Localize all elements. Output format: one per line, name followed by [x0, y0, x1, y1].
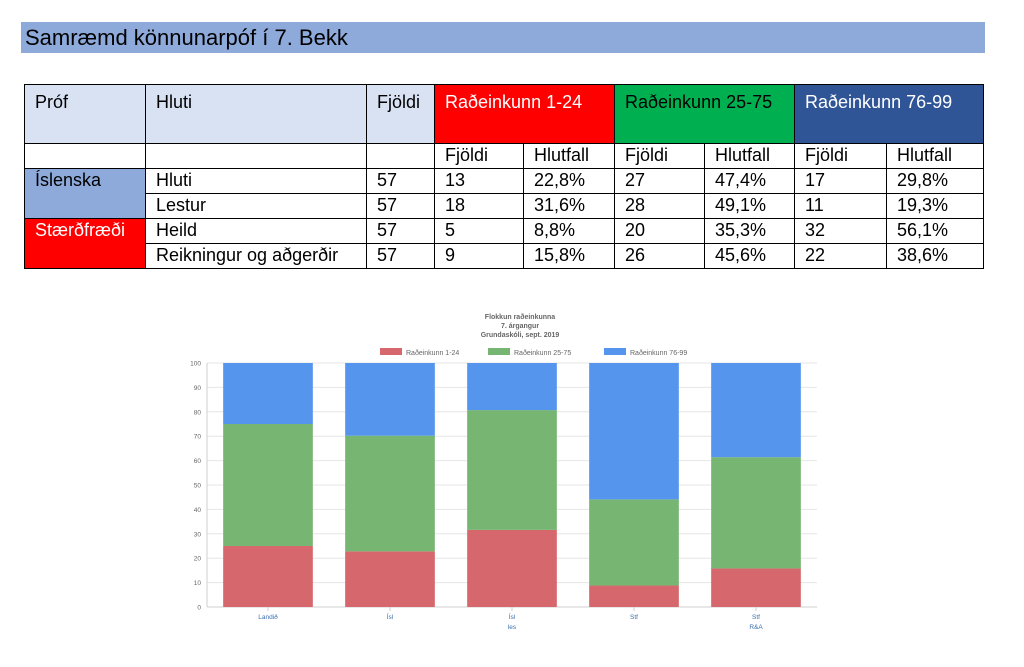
bar-segment	[711, 363, 801, 458]
title-bar: Samræmd könnunarpóf í 7. Bekk	[21, 22, 985, 53]
subheader-empty	[145, 143, 367, 169]
header-hluti: Hluti	[145, 84, 367, 144]
chart-title-line: Flokkun raðeinkunna	[485, 313, 556, 321]
row-g1-count: 5	[434, 218, 524, 244]
row-fjoldi: 57	[366, 193, 435, 219]
bar-segment	[223, 363, 313, 424]
x-tick-label: les	[508, 624, 517, 631]
subheader-empty	[24, 143, 146, 169]
row-g3-percent: 19,3%	[886, 193, 985, 219]
row-g2-count: 20	[614, 218, 706, 244]
legend-label: Raðeinkunn 25-75	[514, 349, 571, 357]
row-hluti: Hluti	[145, 168, 367, 194]
row-fjoldi: 57	[366, 243, 435, 269]
results-table: Próf Hluti Fjöldi Raðeinkunn 1-24 Raðein…	[24, 84, 985, 269]
bar-segment	[223, 424, 313, 546]
row-fjoldi: 57	[366, 168, 435, 194]
legend-swatch	[488, 348, 510, 355]
y-tick-label: 20	[194, 556, 202, 563]
row-g1-count: 18	[434, 193, 524, 219]
bar-segment	[345, 435, 435, 552]
row-g3-count: 11	[794, 193, 888, 219]
row-g1-count: 9	[434, 243, 524, 269]
bar-segment	[467, 529, 557, 607]
x-tick-label: R&A	[749, 624, 763, 631]
x-tick-label: Ísl	[509, 612, 516, 621]
y-tick-label: 90	[194, 385, 202, 392]
row-g3-count: 32	[794, 218, 888, 244]
bar-segment	[467, 363, 557, 411]
row-g1-percent: 22,8%	[522, 168, 616, 194]
row-g2-count: 28	[614, 193, 706, 219]
header-prof: Próf	[24, 84, 146, 144]
y-tick-label: 60	[194, 458, 202, 465]
legend-label: Raðeinkunn 76-99	[630, 349, 687, 357]
row-fjoldi: 57	[366, 218, 435, 244]
subheader-empty	[366, 143, 435, 169]
chart-title-line: 7. árgangur	[501, 323, 539, 330]
row-hluti: Heild	[145, 218, 367, 244]
row-g2-percent: 35,3%	[704, 218, 796, 244]
bar-segment	[345, 363, 435, 436]
header-group-1-24: Raðeinkunn 1-24	[433, 84, 616, 144]
row-g1-percent: 8,8%	[522, 218, 616, 244]
y-tick-label: 70	[194, 434, 202, 441]
header-group-76-99: Raðeinkunn 76-99	[794, 84, 985, 144]
x-tick-label: Landið	[258, 613, 278, 621]
subheader-hlutfall: Hlutfall	[704, 143, 796, 169]
chart-title-line: Grundaskóli, sept. 2019	[481, 332, 560, 339]
header-group-25-75: Raðeinkunn 25-75	[614, 84, 796, 144]
subject-staerdfraedi: Stærðfræði	[24, 218, 146, 269]
row-g3-percent: 38,6%	[886, 243, 985, 269]
row-g2-count: 27	[614, 168, 706, 194]
y-tick-label: 50	[194, 483, 202, 490]
x-tick-label: Stf	[752, 614, 760, 621]
y-tick-label: 10	[194, 580, 202, 587]
row-g1-percent: 15,8%	[522, 243, 616, 269]
bar-segment	[589, 585, 679, 607]
row-g3-count: 22	[794, 243, 888, 269]
y-tick-label: 40	[194, 507, 202, 514]
subheader-hlutfall: Hlutfall	[522, 143, 616, 169]
subheader-fjoldi: Fjöldi	[794, 143, 888, 169]
row-g2-percent: 45,6%	[704, 243, 796, 269]
row-g3-percent: 29,8%	[886, 168, 985, 194]
subheader-fjoldi: Fjöldi	[434, 143, 524, 169]
bar-segment	[711, 568, 801, 607]
header-fjoldi: Fjöldi	[366, 84, 435, 144]
subheader-fjoldi: Fjöldi	[614, 143, 706, 169]
row-hluti: Reikningur og aðgerðir	[145, 243, 367, 269]
page-title: Samræmd könnunarpóf í 7. Bekk	[25, 25, 348, 50]
y-tick-label: 100	[190, 361, 201, 368]
bar-segment	[467, 410, 557, 530]
legend-label: Raðeinkunn 1-24	[406, 349, 459, 357]
row-g2-percent: 49,1%	[704, 193, 796, 219]
bar-segment	[345, 551, 435, 607]
legend-swatch	[380, 348, 402, 355]
x-tick-label: Stf	[630, 614, 638, 621]
row-g2-count: 26	[614, 243, 706, 269]
bar-segment	[711, 457, 801, 569]
row-hluti: Lestur	[145, 193, 367, 219]
y-tick-label: 0	[197, 605, 201, 612]
row-g1-count: 13	[434, 168, 524, 194]
subject-islenska: Íslenska	[24, 168, 146, 219]
bar-segment	[589, 363, 679, 500]
y-tick-label: 80	[194, 409, 202, 416]
bar-segment	[589, 499, 679, 586]
legend-swatch	[604, 348, 626, 355]
row-g1-percent: 31,6%	[522, 193, 616, 219]
row-g3-count: 17	[794, 168, 888, 194]
row-g2-percent: 47,4%	[704, 168, 796, 194]
stacked-bar-chart: Flokkun raðeinkunna 7. árgangur Grundaskól…	[190, 313, 817, 631]
bar-segment	[223, 546, 313, 607]
subheader-hlutfall: Hlutfall	[886, 143, 985, 169]
y-tick-label: 30	[194, 531, 202, 538]
row-g3-percent: 56,1%	[886, 218, 985, 244]
x-tick-label: Ísl	[387, 612, 394, 621]
